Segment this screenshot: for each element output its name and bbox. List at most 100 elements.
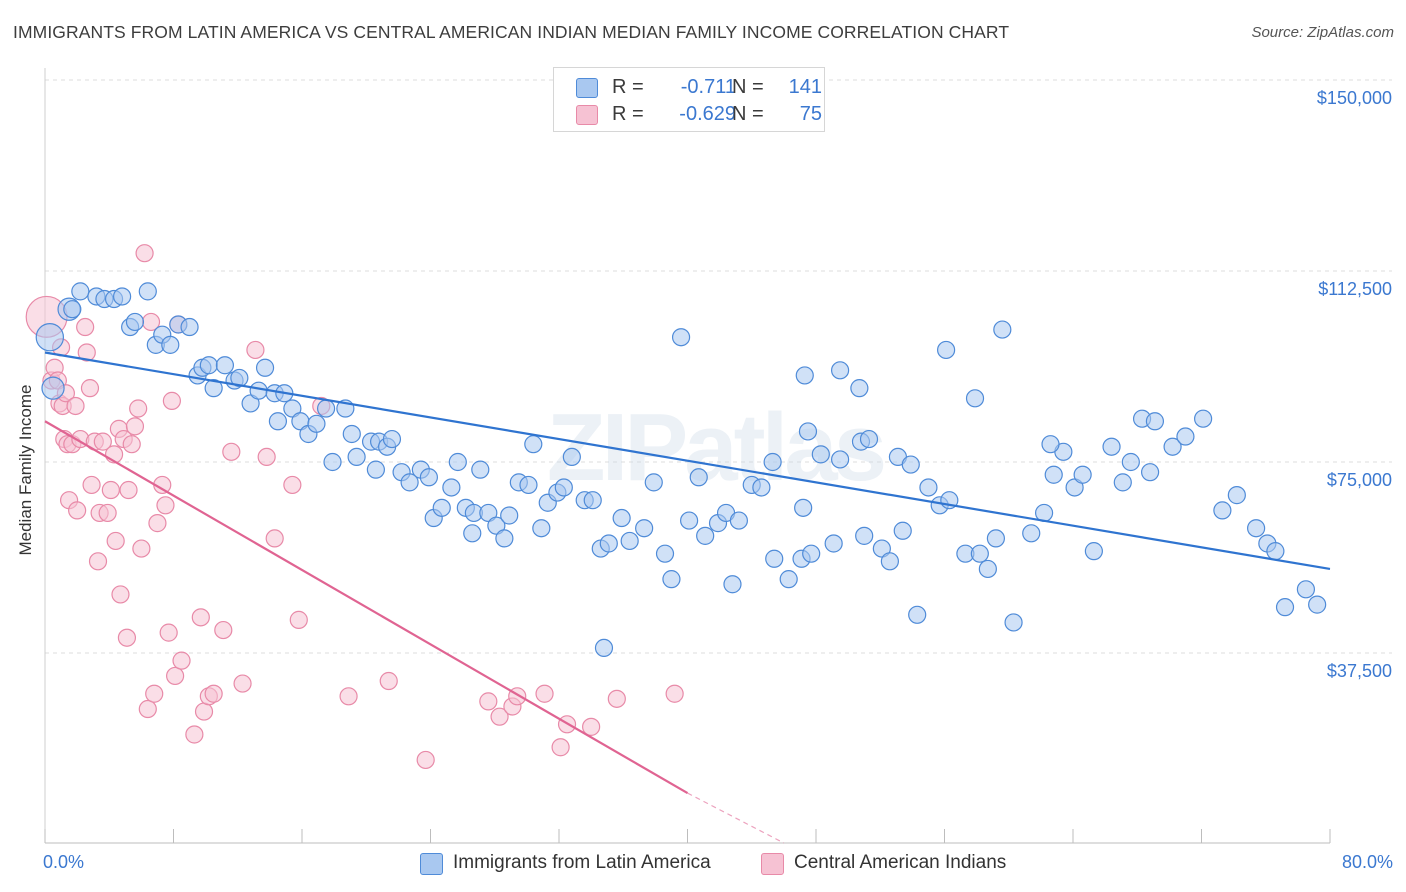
blue-point (35, 323, 65, 352)
blue-point (880, 552, 899, 571)
blue-point (307, 414, 326, 433)
blue-point (432, 498, 451, 517)
blue-point (316, 399, 336, 418)
blue-point (1308, 595, 1327, 614)
blue-point (824, 534, 843, 553)
pink-point (156, 496, 175, 515)
pink-point (185, 725, 204, 744)
blue-point (752, 478, 771, 497)
blue-point (524, 435, 543, 454)
blue-point (1275, 598, 1295, 617)
pink-point (80, 379, 100, 398)
legend-swatch-pink (761, 853, 784, 875)
legend-n-value: 141 (788, 76, 822, 98)
blue-point (978, 559, 997, 579)
pink-point (119, 480, 138, 500)
blue-point (1296, 580, 1316, 599)
blue-point (811, 445, 830, 464)
blue-point (562, 447, 581, 467)
trend-line-pink (44, 420, 689, 795)
legend-r-label: R = (612, 103, 644, 125)
chart-title: IMMIGRANTS FROM LATIN AMERICA VS CENTRAL… (13, 22, 1010, 42)
pink-point (339, 687, 358, 706)
blue-point (689, 468, 708, 487)
blue-point (1227, 486, 1246, 505)
blue-point (798, 422, 818, 441)
blue-point (268, 412, 288, 431)
blue-point (893, 521, 912, 540)
pink-point (479, 692, 498, 711)
x-tick-min: 0.0% (43, 852, 85, 872)
legend-label: Central American Indians (794, 852, 1007, 873)
pink-point (289, 610, 308, 629)
blue-point (1121, 452, 1140, 472)
trend-lines (44, 351, 1331, 844)
blue-point (463, 524, 482, 543)
blue-point (620, 531, 639, 551)
blue-point (1041, 435, 1060, 454)
blue-point (215, 356, 234, 375)
pink-point (204, 684, 223, 703)
blue-point (63, 300, 82, 319)
blue-point (729, 511, 749, 530)
blue-point (1022, 524, 1041, 543)
blue-point (1044, 465, 1063, 484)
blue-point (1266, 542, 1285, 561)
legend-n-label: N = (732, 103, 764, 125)
blue-point (1176, 427, 1195, 446)
blue-point (1004, 613, 1023, 632)
pink-point (77, 343, 96, 362)
blue-point (532, 519, 551, 538)
blue-point (161, 335, 180, 354)
blue-point (986, 529, 1006, 548)
blue-point (471, 460, 490, 479)
legend-r-label: R = (612, 76, 644, 98)
blue-point (723, 575, 742, 594)
blue-point (382, 429, 402, 449)
x-tick-max: 80.0% (1341, 852, 1393, 872)
pink-point (222, 442, 241, 461)
pink-point (665, 684, 684, 703)
blue-point (1163, 437, 1182, 456)
pink-point (283, 475, 302, 495)
blue-point (500, 506, 519, 525)
blue-point (1073, 465, 1092, 484)
pink-point (129, 399, 148, 418)
blue-point (1194, 409, 1213, 428)
blue-point (662, 570, 681, 589)
legend-n-label: N = (732, 76, 764, 98)
blue-point (138, 282, 157, 301)
blue-point (635, 519, 654, 538)
blue-point (366, 460, 385, 479)
series-central-american-indians (25, 244, 684, 770)
y-tick-label: $75,000 (1327, 470, 1392, 490)
grid-lines (45, 79, 1392, 654)
blue-point (763, 452, 782, 472)
blue-point (680, 511, 699, 530)
pink-point (138, 699, 157, 719)
blue-point (993, 320, 1012, 339)
y-tick-label: $112,500 (1318, 279, 1392, 299)
blue-point (255, 358, 275, 377)
blue-point (802, 544, 821, 563)
trend-line-blue (44, 351, 1331, 571)
blue-point (230, 368, 249, 388)
blue-point (1247, 519, 1266, 538)
blue-point (583, 491, 602, 510)
blue-point (125, 312, 145, 332)
y-tick-label: $150,000 (1317, 88, 1392, 108)
blue-point (855, 526, 874, 545)
pink-point (551, 738, 570, 757)
blue-point (199, 356, 218, 375)
blue-point (919, 478, 938, 497)
pink-point (166, 666, 185, 686)
blue-point (519, 475, 538, 495)
blue-point (1113, 473, 1132, 492)
y-tick-labels: $37,500 $75,000 $112,500 $150,000 (1317, 88, 1392, 681)
pink-point (68, 501, 87, 520)
blue-point (830, 450, 850, 469)
blue-point (901, 455, 920, 474)
source-label: Source: ZipAtlas.com (1251, 24, 1394, 41)
blue-point (644, 473, 663, 492)
blue-point (347, 447, 366, 467)
